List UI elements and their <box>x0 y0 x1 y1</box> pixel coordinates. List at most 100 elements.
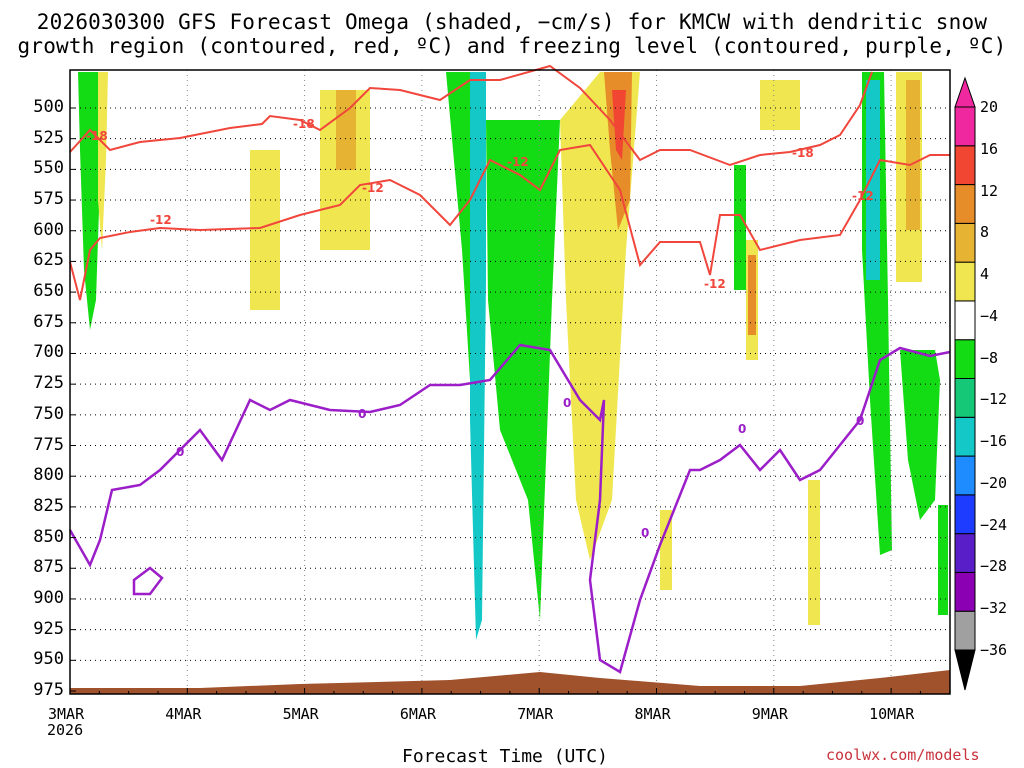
colorbar-label: −4 <box>980 306 999 325</box>
y-tick-label: 725 <box>33 373 64 394</box>
contour-label: 0 <box>563 396 571 410</box>
credit-link[interactable]: coolwx.com/models <box>826 746 980 764</box>
colorbar-label: 20 <box>980 98 999 116</box>
dgz-contour-minus12 <box>69 143 950 301</box>
omega-region-positive-1 <box>98 72 108 250</box>
contour-label: 0 <box>641 526 649 540</box>
colorbar-label: 12 <box>980 181 999 200</box>
y-tick-label: 875 <box>33 557 64 578</box>
y-tick-label: 700 <box>33 342 64 363</box>
omega-region-positive-2 <box>250 150 280 310</box>
colorbar-swatch <box>954 416 976 457</box>
freezing-level-closed-contour <box>132 566 164 596</box>
y-tick-label: 500 <box>33 97 64 117</box>
omega-shading <box>78 72 948 640</box>
colorbar-label: −12 <box>980 390 1008 409</box>
axis-ticks <box>69 107 951 694</box>
contour-label: 0 <box>738 422 746 436</box>
y-tick-label: 625 <box>33 250 64 271</box>
omega-region-positive-14 <box>906 80 920 230</box>
x-tick-label: 10MAR <box>869 705 915 723</box>
contour-label: -18 <box>86 129 108 143</box>
colorbar-swatch <box>954 378 976 418</box>
colorbar-label: 16 <box>980 139 999 158</box>
x-tick-label: 3MAR <box>48 705 85 723</box>
chart-title-line2: growth region (contoured, red, ºC) and f… <box>17 34 1007 58</box>
y-tick-label: 650 <box>33 281 64 302</box>
y-tick-label: 925 <box>33 618 64 639</box>
omega-region-positive-8 <box>660 510 672 590</box>
y-tick-label: 825 <box>33 495 64 516</box>
omega-region-positive-12 <box>808 480 820 625</box>
x-tick-label: 6MAR <box>399 705 437 723</box>
contour-label: -12 <box>507 155 529 169</box>
y-tick-label: 750 <box>33 403 64 424</box>
contour-label: -18 <box>293 117 315 131</box>
omega-region-positive-10 <box>748 255 756 335</box>
contour-label: -18 <box>792 146 814 160</box>
x-tick-label: 4MAR <box>165 705 202 723</box>
colorbar-swatch <box>954 533 976 573</box>
y-tick-label: 525 <box>33 127 64 148</box>
colorbar-swatch <box>954 339 976 380</box>
omega-region-upward-3 <box>470 72 486 640</box>
y-tick-label: 775 <box>33 434 64 455</box>
x-axis-title: Forecast Time (UTC) <box>402 746 608 767</box>
omega-region-upward-8 <box>900 350 940 520</box>
freezing-level-contour <box>68 343 951 674</box>
x-tick-label: 9MAR <box>751 705 788 723</box>
colorbar-label: −16 <box>980 432 1008 451</box>
colorbar <box>954 106 976 651</box>
contour-label: -12 <box>852 189 874 203</box>
colorbar-label: −32 <box>980 599 1008 618</box>
colorbar-label: −20 <box>980 473 1008 492</box>
colorbar-swatch <box>954 145 976 186</box>
omega-region-positive-4 <box>336 90 356 170</box>
y-tick-label: 575 <box>33 189 64 210</box>
y-tick-label: 550 <box>33 158 64 179</box>
colorbar-swatch <box>954 455 976 496</box>
terrain <box>70 670 950 694</box>
contour-label: 0 <box>856 414 864 428</box>
colorbar-label: −24 <box>980 515 1008 534</box>
y-tick-label: 800 <box>33 465 64 486</box>
colorbar-swatch <box>954 300 976 341</box>
y-tick-label: 950 <box>33 649 64 670</box>
colorbar-label: 4 <box>980 265 990 284</box>
contour-label: -12 <box>704 277 726 291</box>
x-tick-label: 7MAR <box>517 705 554 723</box>
colorbar-label: −28 <box>980 557 1008 576</box>
dgz-contour-minus18 <box>69 64 873 167</box>
colorbar-lower-arrow <box>954 649 976 691</box>
colorbar-label: −8 <box>980 348 999 367</box>
omega-region-upward-4 <box>486 120 560 620</box>
x-year-label: 2026 <box>47 721 84 739</box>
y-tick-label: 900 <box>33 587 64 608</box>
contour-label: -12 <box>150 213 172 227</box>
chart-title-line1: 2026030300 GFS Forecast Omega (shaded, −… <box>36 10 988 34</box>
colorbar-swatch <box>954 106 976 147</box>
contour-label: 0 <box>358 407 366 421</box>
colorbar-label: 8 <box>980 223 990 242</box>
colorbar-swatch <box>954 610 976 651</box>
y-tick-label: 600 <box>33 219 64 240</box>
colorbar-label: −36 <box>980 641 1008 659</box>
y-tick-label: 975 <box>33 680 64 700</box>
colorbar-swatch <box>954 571 976 612</box>
y-tick-label: 850 <box>33 526 64 547</box>
x-tick-label: 8MAR <box>634 705 671 723</box>
omega-region-upward-7 <box>866 80 880 280</box>
omega-region-upward-5 <box>734 165 746 290</box>
omega-region-upward-9 <box>938 505 948 615</box>
contour-label: 0 <box>176 445 184 459</box>
colorbar-swatch <box>954 494 976 535</box>
y-tick-label: 675 <box>33 311 64 332</box>
colorbar-swatch <box>954 261 976 302</box>
colorbar-swatch <box>954 222 976 263</box>
x-tick-label: 5MAR <box>282 705 319 723</box>
colorbar-swatch <box>954 184 976 224</box>
colorbar-upper-arrow <box>954 76 976 108</box>
contour-label: -12 <box>362 181 384 195</box>
omega-region-positive-11 <box>760 80 800 130</box>
